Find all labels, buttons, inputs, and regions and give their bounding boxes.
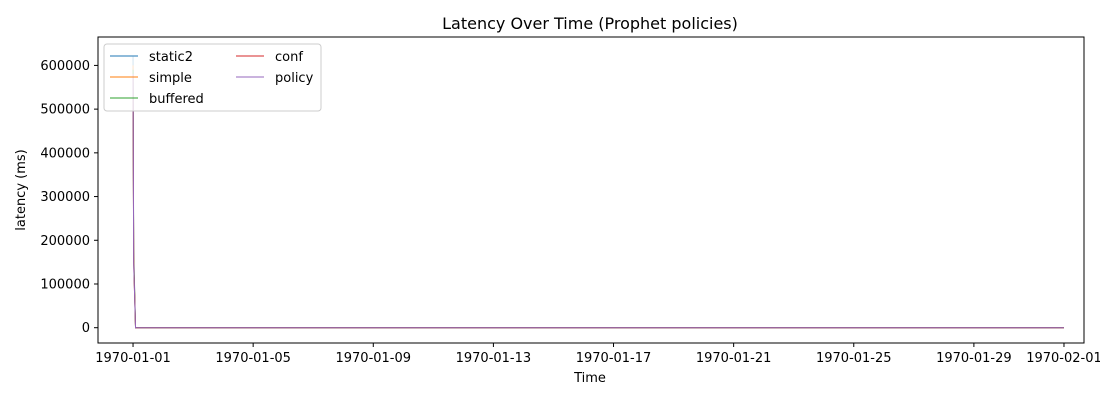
plot-lines (132, 56, 1064, 329)
y-axis-label: latency (ms) (14, 149, 29, 230)
x-tick-label: 1970-01-29 (936, 351, 1012, 366)
x-tick-label: 1970-02-01 (1026, 351, 1100, 366)
series-line-policy (132, 74, 1064, 329)
legend: static2 simple buffered conf policy (103, 43, 322, 112)
y-tick-label: 100000 (40, 277, 90, 292)
plot-area-frame (97, 36, 1085, 344)
legend-label-simple: simple (149, 71, 192, 86)
legend-label-conf: conf (275, 50, 303, 65)
legend-label-buffered: buffered (149, 92, 204, 107)
legend-box (103, 43, 322, 112)
y-tick-label: 0 (82, 321, 90, 336)
x-tick-label: 1970-01-13 (456, 351, 532, 366)
y-tick-label: 400000 (40, 146, 90, 161)
x-axis-ticks: 1970-01-01 1970-01-05 1970-01-09 1970-01-13… (95, 343, 1100, 366)
legend-label-policy: policy (275, 71, 314, 86)
x-tick-label: 1970-01-09 (335, 351, 411, 366)
x-tick-label: 1970-01-25 (816, 351, 892, 366)
x-tick-label: 1970-01-21 (696, 351, 772, 366)
y-tick-label: 300000 (40, 190, 90, 205)
y-axis-ticks: 0 100000 200000 300000 400000 500000 600000 (40, 59, 98, 336)
series-line-conf (132, 74, 1064, 329)
legend-label-static2: static2 (149, 50, 193, 65)
x-tick-label: 1970-01-01 (95, 351, 171, 366)
y-tick-label: 500000 (40, 103, 90, 118)
x-axis-label: Time (573, 371, 606, 386)
y-tick-label: 600000 (40, 59, 90, 74)
x-tick-label: 1970-01-17 (576, 351, 652, 366)
x-tick-label: 1970-01-05 (215, 351, 291, 366)
chart-title: Latency Over Time (Prophet policies) (442, 14, 738, 33)
y-tick-label: 200000 (40, 234, 90, 249)
